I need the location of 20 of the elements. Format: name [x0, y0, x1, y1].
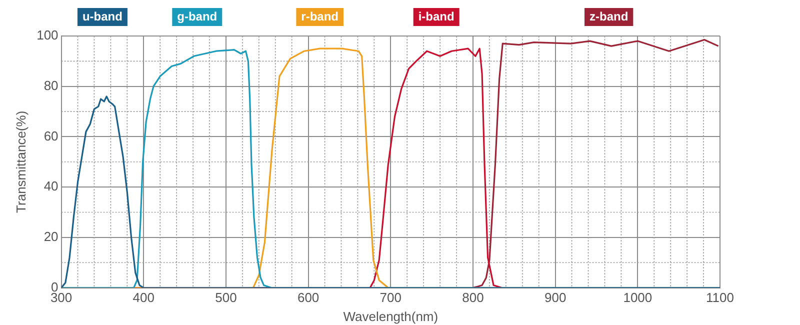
text: r-band	[301, 9, 339, 24]
y-tick-label: 40	[44, 178, 58, 194]
x-tick-label: 900	[544, 290, 566, 306]
x-tick-label: 1100	[706, 290, 734, 306]
y-tick-label: 60	[44, 128, 58, 144]
y-tick-label: 100	[36, 28, 58, 43]
y-axis-title: Transmittance(%)	[13, 110, 28, 213]
x-tick-label: 700	[380, 290, 402, 306]
y-tick-label: 80	[44, 78, 58, 93]
x-tick-label: 800	[462, 290, 484, 306]
text: u-band	[82, 9, 122, 24]
series-label: z-band	[590, 9, 628, 24]
x-tick-label: 400	[132, 290, 154, 306]
x-tick-label: 500	[215, 290, 237, 306]
text: i-band	[418, 9, 454, 24]
y-tick-label: 20	[44, 229, 58, 244]
x-tick-label: 600	[297, 290, 320, 306]
x-tick-label: 1000	[623, 290, 652, 306]
x-axis-title: Wavelength(nm)	[343, 308, 438, 324]
text: g-band	[177, 9, 218, 24]
